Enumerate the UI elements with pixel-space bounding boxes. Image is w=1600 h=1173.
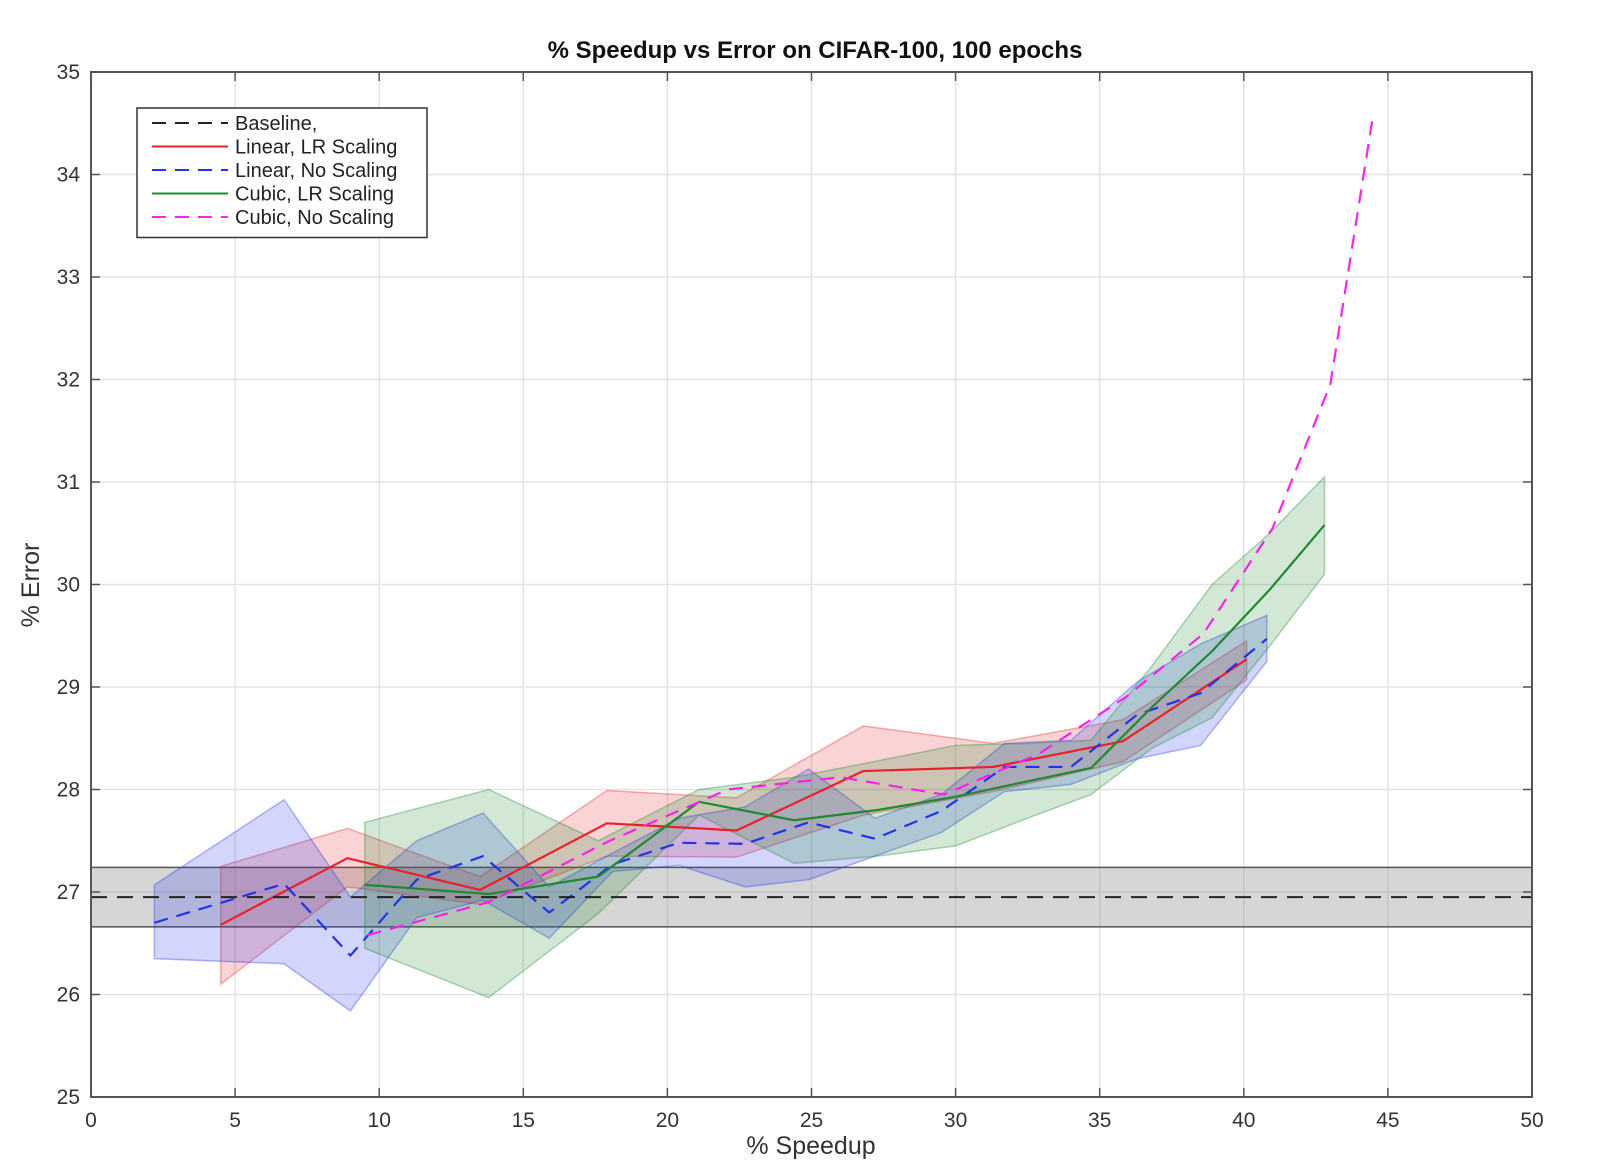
line-series-1 [220, 658, 1248, 926]
legend-label: Cubic, LR Scaling [235, 184, 394, 206]
axis-ticks: 0 5 10 15 20 25 30 35 40 45 50 25 26 27 28 29 30 31 32 33 34… [57, 61, 1544, 1132]
y-tick-label: 31 [57, 471, 80, 494]
legend-label: Cubic, No Scaling [235, 207, 394, 229]
x-tick-label: 20 [656, 1109, 679, 1132]
y-axis-label: % Error [17, 543, 45, 628]
x-tick-label: 25 [800, 1109, 823, 1132]
x-tick-label: 35 [1088, 1109, 1111, 1132]
y-tick-label: 33 [57, 266, 80, 289]
x-tick-label: 50 [1520, 1109, 1543, 1132]
y-tick-label: 27 [57, 881, 80, 904]
confidence-bands [153, 475, 1326, 1012]
line-series-2 [154, 637, 1268, 957]
legend-label: Linear, LR Scaling [235, 137, 397, 159]
legend-label: Linear, No Scaling [235, 160, 397, 182]
y-tick-label: 25 [57, 1086, 80, 1109]
x-tick-label: 0 [85, 1109, 97, 1132]
chart-title: % Speedup vs Error on CIFAR-100, 100 epo… [548, 37, 1083, 64]
y-tick-label: 29 [57, 676, 80, 699]
line-series-3 [364, 524, 1326, 896]
band-series-2 [153, 614, 1268, 1012]
x-tick-label: 45 [1376, 1109, 1399, 1132]
x-tick-label: 5 [229, 1109, 241, 1132]
y-tick-label: 28 [57, 779, 80, 802]
y-tick-label: 32 [57, 369, 80, 392]
y-tick-label: 35 [57, 61, 80, 84]
x-tick-label: 10 [368, 1109, 391, 1132]
x-tick-label: 40 [1232, 1109, 1255, 1132]
y-tick-label: 34 [57, 164, 81, 187]
x-tick-label: 30 [944, 1109, 967, 1132]
line-series-4 [367, 112, 1375, 937]
series-lines [154, 112, 1375, 957]
y-tick-label: 26 [57, 984, 80, 1007]
legend-label: Baseline, [235, 113, 317, 135]
x-tick-label: 15 [512, 1109, 535, 1132]
x-axis-label: % Speedup [746, 1132, 875, 1160]
legend-box [136, 107, 428, 239]
y-tick-label: 30 [57, 574, 80, 597]
